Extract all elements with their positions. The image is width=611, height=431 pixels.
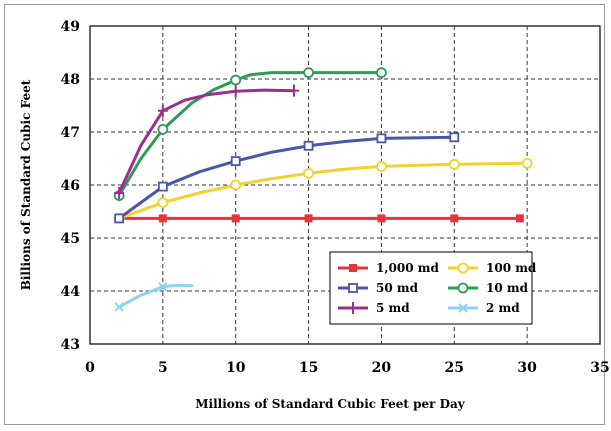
data-point: [230, 74, 242, 86]
x-tick-label: 10: [226, 360, 246, 376]
y-tick-label: 44: [61, 284, 81, 300]
data-point: [157, 181, 168, 192]
legend-label: 100 md: [486, 261, 537, 275]
data-point: [376, 67, 387, 79]
series-line: [117, 161, 529, 220]
data-point: [304, 214, 313, 223]
y-axis-title: Billions of Standard Cubic Feet: [19, 79, 33, 290]
y-tick-label: 46: [61, 178, 80, 194]
data-point: [157, 197, 169, 208]
y-tick-label: 48: [61, 72, 80, 88]
legend-label: 2 md: [486, 301, 520, 315]
x-tick-label: 35: [590, 360, 609, 376]
legend-item: 5 md: [338, 301, 410, 315]
legend: 1,000 md 100 md 50 md 10 md 5 md 2 md: [329, 251, 537, 325]
data-point: [377, 214, 386, 223]
legend-item: 100 md: [448, 261, 537, 275]
data-point: [157, 123, 169, 135]
series-line: [117, 135, 456, 220]
data-point: [521, 157, 533, 169]
series-5: [114, 282, 194, 312]
data-point: [114, 186, 125, 199]
data-point: [158, 282, 168, 292]
legend-item: 50 md: [338, 281, 419, 295]
legend-marker: [457, 262, 469, 274]
y-tick-label: 47: [61, 125, 80, 141]
data-point: [230, 85, 241, 98]
data-point: [450, 214, 459, 223]
series-4: [114, 84, 299, 199]
x-tick-label: 30: [517, 360, 537, 376]
data-point: [303, 167, 314, 179]
data-point: [230, 156, 241, 167]
data-point: [114, 213, 125, 224]
legend-label: 5 md: [376, 301, 410, 315]
legend-label: 1,000 md: [376, 261, 439, 275]
data-point: [376, 133, 387, 144]
data-point: [158, 214, 167, 223]
data-point: [376, 161, 387, 172]
legend-item: 1,000 md: [338, 261, 439, 275]
legend-marker: [349, 264, 357, 272]
x-tick-label: 15: [299, 360, 318, 376]
legend-marker: [348, 283, 358, 293]
data-point: [157, 104, 168, 117]
y-tick-label: 45: [61, 231, 80, 247]
legend-label: 50 md: [376, 281, 419, 295]
series-line: [117, 71, 383, 198]
legend-marker: [457, 282, 469, 294]
x-tick-label: 0: [85, 360, 95, 376]
data-point: [289, 84, 299, 97]
legend-label: 10 md: [486, 281, 529, 295]
data-point: [114, 302, 124, 312]
series-2: [114, 132, 460, 224]
x-axis-title: Millions of Standard Cubic Feet per Day: [195, 397, 466, 411]
data-point: [230, 179, 242, 191]
data-point: [448, 158, 460, 170]
y-tick-label: 43: [61, 337, 80, 353]
x-tick-label: 20: [372, 360, 392, 376]
series-line: [117, 88, 296, 195]
data-point: [231, 214, 240, 223]
x-tick-label: 5: [158, 360, 168, 376]
data-point: [303, 67, 314, 79]
series-lines: [113, 67, 533, 312]
y-tick-label: 49: [61, 19, 80, 35]
tick-labels: 0 5 10 15 20 25 30 35 43 44 45 46 47 48 49: [61, 19, 610, 376]
data-point: [515, 214, 524, 223]
legend-marker: [348, 302, 358, 314]
legend-item: 10 md: [448, 281, 529, 295]
legend-marker: [458, 303, 468, 313]
data-point: [449, 132, 460, 143]
data-point: [303, 140, 314, 151]
x-tick-label: 25: [445, 360, 464, 376]
legend-item: 2 md: [448, 301, 520, 315]
